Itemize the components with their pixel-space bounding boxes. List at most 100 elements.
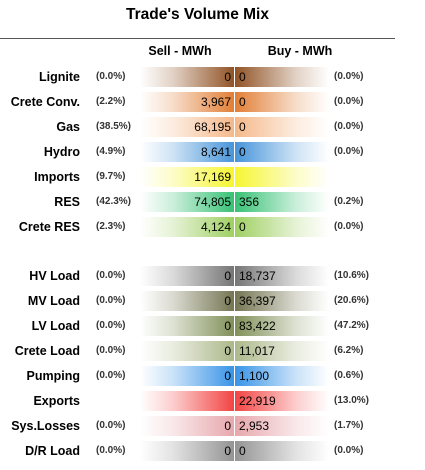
buy-column-header: Buy - MWh xyxy=(267,44,333,58)
table-row-crete-conv: Crete Conv. (2.2%) 3,967 0 (0.0%) xyxy=(0,91,425,113)
buy-percent: (0.0%) xyxy=(334,445,364,456)
table-row-pumping: Pumping (0.0%) 0 1,100 (0.6%) xyxy=(0,365,425,387)
buy-percent: (20.6%) xyxy=(334,295,370,306)
table-row-crete-res: Crete RES (2.3%) 4,124 0 (0.0%) xyxy=(0,216,425,238)
table-row-mv-load: MV Load (0.0%) 0 36,397 (20.6%) xyxy=(0,290,425,312)
sell-cell: 0 xyxy=(140,441,234,461)
sell-percent: (38.5%) xyxy=(96,121,132,132)
buy-cell: 18,737 xyxy=(235,266,329,286)
buy-value: 36,397 xyxy=(239,294,276,308)
sell-cell: 0 xyxy=(140,366,234,386)
sell-value: 0 xyxy=(224,369,231,383)
buy-percent: (10.6%) xyxy=(334,270,370,281)
row-label: Crete Load xyxy=(14,344,80,358)
sell-percent: (42.3%) xyxy=(96,196,132,207)
buy-value: 83,422 xyxy=(239,319,276,333)
table-row-d-r-load: D/R Load (0.0%) 0 0 (0.0%) xyxy=(0,440,425,462)
sell-percent: (0.0%) xyxy=(96,71,126,82)
sell-value: 8,641 xyxy=(200,145,231,159)
buy-cell: 36,397 xyxy=(235,291,329,311)
sell-cell: 17,169 xyxy=(140,167,234,187)
sell-percent: (0.0%) xyxy=(96,345,126,356)
chart-title: Trade's Volume Mix xyxy=(126,6,269,23)
buy-cell: 1,100 xyxy=(235,366,329,386)
buy-percent: (1.7%) xyxy=(334,420,364,431)
buy-cell: 0 xyxy=(235,117,329,137)
row-label: Sys.Losses xyxy=(11,419,80,433)
table-row-imports: Imports (9.7%) 17,169 xyxy=(0,166,425,188)
sell-cell: 0 xyxy=(140,416,234,436)
table-row-hv-load: HV Load (0.0%) 0 18,737 (10.6%) xyxy=(0,265,425,287)
buy-value: 0 xyxy=(239,70,246,84)
buy-cell xyxy=(235,167,329,187)
row-label: Lignite xyxy=(39,70,80,84)
table-row-crete-load: Crete Load (0.0%) 0 11,017 (6.2%) xyxy=(0,340,425,362)
sell-cell: 0 xyxy=(140,341,234,361)
sell-value: 0 xyxy=(224,344,231,358)
buy-cell: 356 xyxy=(235,192,329,212)
buy-percent: (0.0%) xyxy=(334,146,364,157)
buy-cell: 2,953 xyxy=(235,416,329,436)
buy-percent: (0.0%) xyxy=(334,121,364,132)
table-row-lv-load: LV Load (0.0%) 0 83,422 (47.2%) xyxy=(0,315,425,337)
sell-percent: (0.0%) xyxy=(96,270,126,281)
buy-percent: (0.0%) xyxy=(334,96,364,107)
sell-cell: 0 xyxy=(140,316,234,336)
buy-cell: 22,919 xyxy=(235,391,329,411)
buy-cell: 0 xyxy=(235,92,329,112)
buy-percent: (0.2%) xyxy=(334,196,364,207)
table-row-exports: Exports 22,919 (13.0%) xyxy=(0,390,425,412)
sell-cell: 4,124 xyxy=(140,217,234,237)
sell-percent: (4.9%) xyxy=(96,146,126,157)
row-label: MV Load xyxy=(27,294,80,308)
buy-value: 356 xyxy=(239,195,260,209)
buy-cell: 0 xyxy=(235,441,329,461)
buy-percent: (0.0%) xyxy=(334,71,364,82)
sell-value: 0 xyxy=(224,319,231,333)
title-divider xyxy=(0,38,395,39)
table-row-lignite: Lignite (0.0%) 0 0 (0.0%) xyxy=(0,66,425,88)
buy-value: 0 xyxy=(239,220,246,234)
buy-value: 2,953 xyxy=(239,419,270,433)
buy-percent: (47.2%) xyxy=(334,320,370,331)
buy-percent: (6.2%) xyxy=(334,345,364,356)
row-label: D/R Load xyxy=(25,444,80,458)
sell-percent: (0.0%) xyxy=(96,320,126,331)
row-label: Exports xyxy=(33,394,80,408)
sell-percent: (0.0%) xyxy=(96,420,126,431)
sell-column-header: Sell - MWh xyxy=(148,44,212,58)
sell-cell xyxy=(140,391,234,411)
row-label: Pumping xyxy=(26,369,80,383)
buy-value: 0 xyxy=(239,444,246,458)
buy-value: 22,919 xyxy=(239,394,276,408)
sell-percent: (0.0%) xyxy=(96,295,126,306)
buy-percent: (0.6%) xyxy=(334,370,364,381)
sell-value: 0 xyxy=(224,294,231,308)
row-label: Hydro xyxy=(43,145,80,159)
buy-percent: (0.0%) xyxy=(334,221,364,232)
buy-percent: (13.0%) xyxy=(334,395,370,406)
sell-cell: 0 xyxy=(140,291,234,311)
sell-value: 0 xyxy=(224,269,231,283)
sell-value: 0 xyxy=(224,444,231,458)
buy-value: 11,017 xyxy=(239,344,275,358)
sell-percent: (0.0%) xyxy=(96,370,126,381)
table-row-gas: Gas (38.5%) 68,195 0 (0.0%) xyxy=(0,116,425,138)
row-label: LV Load xyxy=(31,319,80,333)
buy-cell: 11,017 xyxy=(235,341,329,361)
sell-value: 4,124 xyxy=(200,220,231,234)
sell-percent: (2.3%) xyxy=(96,221,126,232)
row-label: Crete Conv. xyxy=(10,95,80,109)
sell-cell: 74,805 xyxy=(140,192,234,212)
sell-cell: 0 xyxy=(140,67,234,87)
buy-cell: 83,422 xyxy=(235,316,329,336)
sell-percent: (0.0%) xyxy=(96,445,126,456)
row-label: Gas xyxy=(56,120,80,134)
buy-value: 18,737 xyxy=(239,269,276,283)
buy-value: 0 xyxy=(239,145,246,159)
sell-value: 74,805 xyxy=(194,195,231,209)
table-row-res: RES (42.3%) 74,805 356 (0.2%) xyxy=(0,191,425,213)
sell-percent: (9.7%) xyxy=(96,171,126,182)
buy-value: 0 xyxy=(239,95,246,109)
row-label: Crete RES xyxy=(18,220,80,234)
